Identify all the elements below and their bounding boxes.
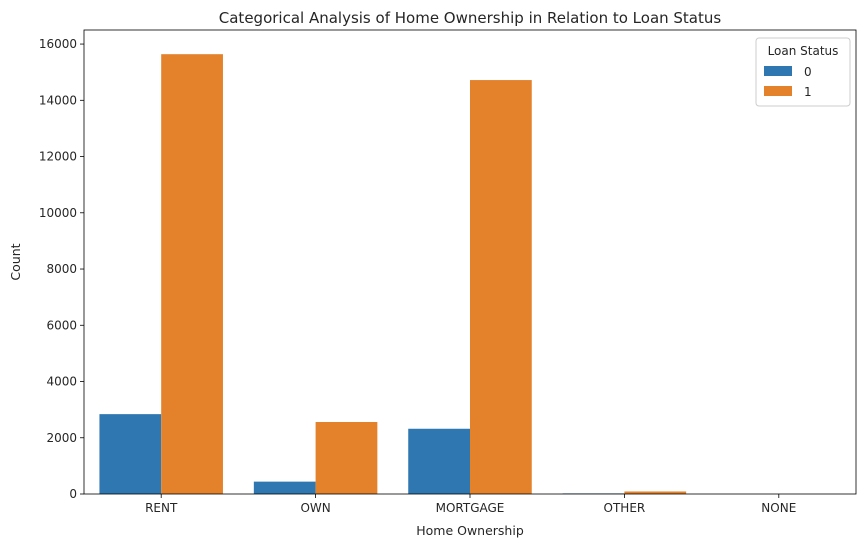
bar-other-1 [624,491,687,494]
y-tick-label: 10000 [39,206,77,220]
legend-swatch-0 [764,66,792,76]
chart-title: Categorical Analysis of Home Ownership i… [219,9,722,27]
x-tick-label-none: NONE [761,501,796,515]
x-axis-label: Home Ownership [416,523,524,538]
bar-rent-0 [99,414,162,494]
x-tick-label-mortgage: MORTGAGE [436,501,505,515]
y-tick-label: 0 [69,487,77,501]
bar-own-0 [253,481,316,494]
y-tick-label: 16000 [39,37,77,51]
x-tick-label-rent: RENT [145,501,178,515]
plot-area: 0 2000 4000 6000 8000 10000 12000 14000 16000 REN… [39,29,857,515]
y-tick-label: 8000 [46,262,77,276]
bar-rent-1 [161,54,223,495]
bar-own-1 [315,422,378,494]
x-tick-label-own: OWN [300,501,330,515]
legend-swatch-1 [764,86,792,96]
legend-title: Loan Status [768,44,839,58]
y-axis-label: Count [8,243,23,280]
legend-label-0: 0 [804,65,812,79]
bar-mortgage-1 [470,80,532,494]
y-tick-label: 12000 [39,150,77,164]
y-tick-label: 2000 [46,431,77,445]
y-tick-label: 4000 [46,375,77,389]
legend-label-1: 1 [804,85,812,99]
x-tick-label-other: OTHER [604,501,646,515]
legend: Loan Status 0 1 [755,37,851,107]
bar-mortgage-0 [408,428,470,494]
y-tick-label: 6000 [46,318,77,332]
y-tick-label: 14000 [39,93,77,107]
